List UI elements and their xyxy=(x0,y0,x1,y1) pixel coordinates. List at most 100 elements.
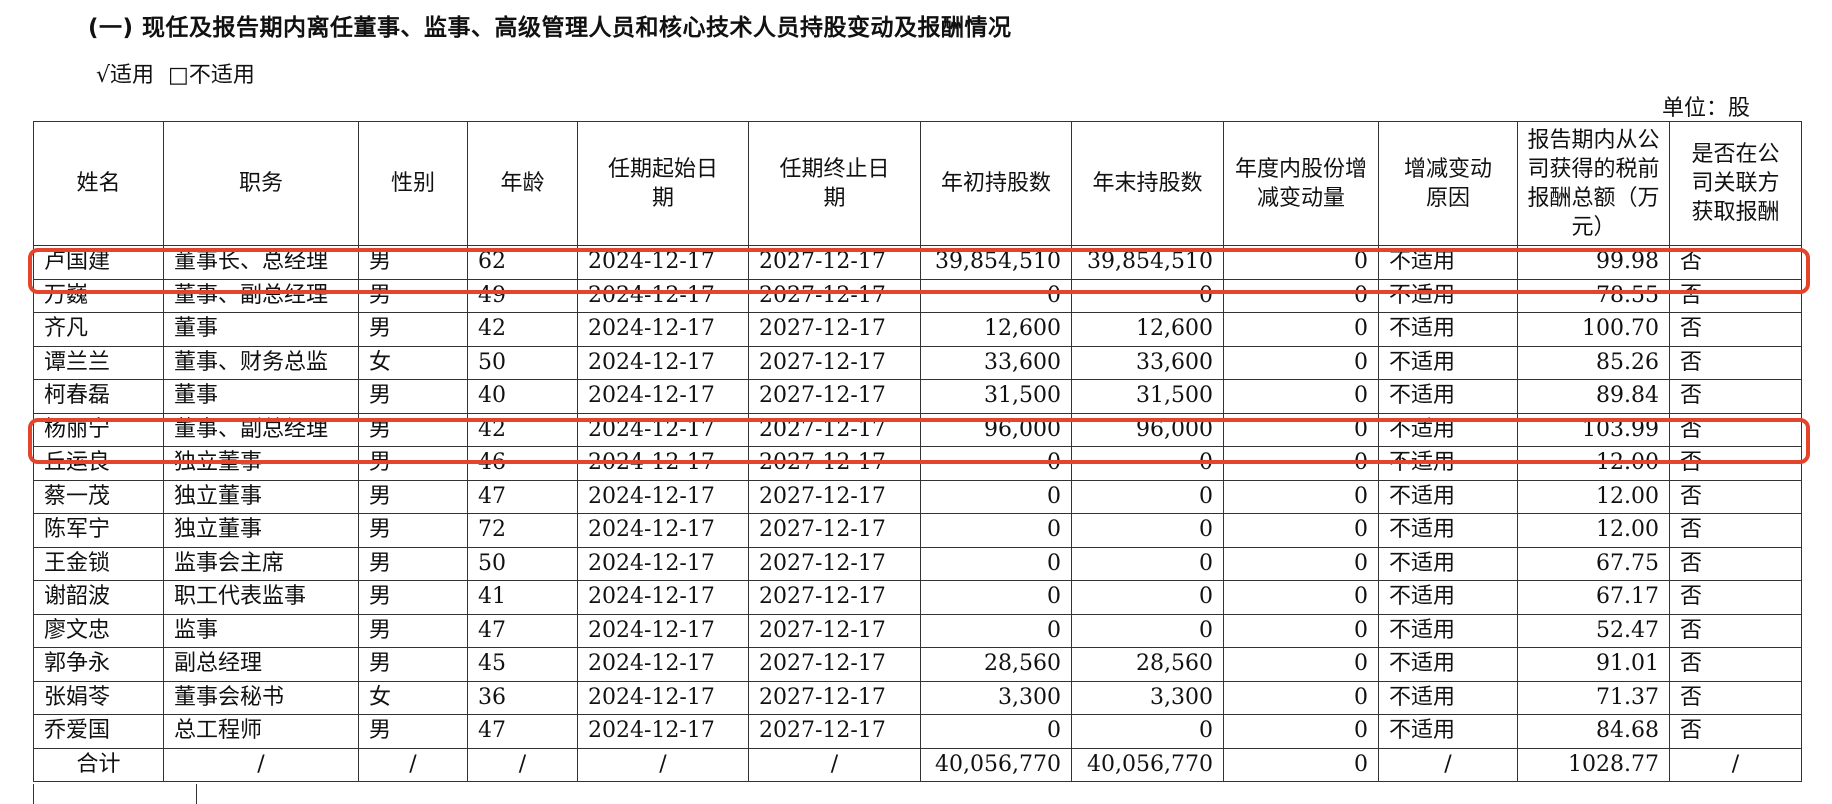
compensation-cell: 71.37 xyxy=(1517,680,1670,715)
end-date-cell: 2027-12-17 xyxy=(748,714,921,749)
header-cell: 年初持股数 xyxy=(920,121,1072,246)
compensation-cell: 78.55 xyxy=(1517,278,1670,313)
total-start-cell: / xyxy=(577,747,749,782)
compensation-cell: 52.47 xyxy=(1517,613,1670,648)
end-date-cell: 2027-12-17 xyxy=(748,580,921,615)
start-date-cell: 2024-12-17 xyxy=(577,714,749,749)
compensation-cell: 67.75 xyxy=(1517,546,1670,581)
compensation-cell: 85.26 xyxy=(1517,345,1670,380)
end-date-cell: 2027-12-17 xyxy=(748,680,921,715)
share-change-cell: 0 xyxy=(1223,513,1379,548)
role-cell: 独立董事 xyxy=(163,479,359,514)
header-cell: 任期终止日期 xyxy=(748,121,921,246)
name-cell: 陈军宁 xyxy=(33,513,164,548)
age-cell: 42 xyxy=(467,312,578,347)
total-beginning-shares-cell: 40,056,770 xyxy=(920,747,1072,782)
ending-shares-cell: 12,600 xyxy=(1071,312,1224,347)
table-row: 廖文忠 监事男 47 2024-12-17 2027-12-17 0 0 0 不适用 52.47 否 xyxy=(33,613,1802,648)
ending-shares-cell: 28,560 xyxy=(1071,647,1224,682)
compensation-cell: 67.17 xyxy=(1517,580,1670,615)
gender-cell: 男 xyxy=(358,647,468,682)
role-cell: 董事长、总经理 xyxy=(163,245,359,280)
role-cell: 监事 xyxy=(163,613,359,648)
related-party-cell: 否 xyxy=(1669,714,1802,749)
related-party-cell: 否 xyxy=(1669,446,1802,481)
related-party-cell: 否 xyxy=(1669,546,1802,581)
start-date-cell: 2024-12-17 xyxy=(577,513,749,548)
share-change-cell: 0 xyxy=(1223,546,1379,581)
end-date-cell: 2027-12-17 xyxy=(748,546,921,581)
beginning-shares-cell: 0 xyxy=(920,714,1072,749)
table-continuation-stub xyxy=(33,784,197,804)
ending-shares-cell: 31,500 xyxy=(1071,379,1224,414)
change-reason-cell: 不适用 xyxy=(1378,513,1518,548)
gender-cell: 男 xyxy=(358,379,468,414)
total-label-cell: 合计 xyxy=(33,747,164,782)
name-cell: 杨丽宁 xyxy=(33,412,164,447)
related-party-cell: 否 xyxy=(1669,613,1802,648)
table-row: 丘运良 独立董事男 46 2024-12-17 2027-12-17 0 0 0 不适用 12.0… xyxy=(33,446,1802,481)
ending-shares-cell: 96,000 xyxy=(1071,412,1224,447)
total-compensation-cell: 1028.77 xyxy=(1517,747,1670,782)
compensation-cell: 99.98 xyxy=(1517,245,1670,280)
age-cell: 50 xyxy=(467,546,578,581)
role-cell: 职工代表监事 xyxy=(163,580,359,615)
compensation-cell: 12.00 xyxy=(1517,513,1670,548)
total-related-cell: / xyxy=(1669,747,1802,782)
section-heading: (一) 现任及报告期内离任董事、监事、高级管理人员和核心技术人员持股变动及报酬情… xyxy=(88,15,1012,41)
table-row: 杨丽宁 董事、副总经理男 42 2024-12-17 2027-12-17 96,000 9… xyxy=(33,412,1802,447)
total-age-cell: / xyxy=(467,747,578,782)
name-cell: 柯春磊 xyxy=(33,379,164,414)
start-date-cell: 2024-12-17 xyxy=(577,412,749,447)
table-row: 谢韶波 职工代表监事男 41 2024-12-17 2027-12-17 0 0 0 不适用 67… xyxy=(33,580,1802,615)
age-cell: 47 xyxy=(467,613,578,648)
age-cell: 47 xyxy=(467,479,578,514)
start-date-cell: 2024-12-17 xyxy=(577,379,749,414)
start-date-cell: 2024-12-17 xyxy=(577,245,749,280)
ending-shares-cell: 33,600 xyxy=(1071,345,1224,380)
beginning-shares-cell: 0 xyxy=(920,546,1072,581)
table-row: 谭兰兰 董事、财务总监女 50 2024-12-17 2027-12-17 33,600 3… xyxy=(33,345,1802,380)
gender-cell: 男 xyxy=(358,580,468,615)
name-cell: 乔爱国 xyxy=(33,714,164,749)
beginning-shares-cell: 0 xyxy=(920,446,1072,481)
change-reason-cell: 不适用 xyxy=(1378,580,1518,615)
change-reason-cell: 不适用 xyxy=(1378,647,1518,682)
start-date-cell: 2024-12-17 xyxy=(577,613,749,648)
table-row: 柯春磊 董事男 40 2024-12-17 2027-12-17 31,500 31,500… xyxy=(33,379,1802,414)
end-date-cell: 2027-12-17 xyxy=(748,412,921,447)
beginning-shares-cell: 12,600 xyxy=(920,312,1072,347)
total-gender-cell: / xyxy=(358,747,468,782)
name-cell: 郭争永 xyxy=(33,647,164,682)
share-change-cell: 0 xyxy=(1223,680,1379,715)
change-reason-cell: 不适用 xyxy=(1378,446,1518,481)
share-change-cell: 0 xyxy=(1223,479,1379,514)
table-row: 王金锁 监事会主席男 50 2024-12-17 2027-12-17 0 0 0 不适用 67.… xyxy=(33,546,1802,581)
role-cell: 董事、财务总监 xyxy=(163,345,359,380)
end-date-cell: 2027-12-17 xyxy=(748,345,921,380)
related-party-cell: 否 xyxy=(1669,379,1802,414)
related-party-cell: 否 xyxy=(1669,513,1802,548)
start-date-cell: 2024-12-17 xyxy=(577,680,749,715)
compensation-cell: 12.00 xyxy=(1517,446,1670,481)
age-cell: 47 xyxy=(467,714,578,749)
share-change-cell: 0 xyxy=(1223,714,1379,749)
share-change-cell: 0 xyxy=(1223,647,1379,682)
end-date-cell: 2027-12-17 xyxy=(748,278,921,313)
share-change-cell: 0 xyxy=(1223,245,1379,280)
role-cell: 总工程师 xyxy=(163,714,359,749)
age-cell: 72 xyxy=(467,513,578,548)
beginning-shares-cell: 31,500 xyxy=(920,379,1072,414)
start-date-cell: 2024-12-17 xyxy=(577,446,749,481)
share-change-cell: 0 xyxy=(1223,580,1379,615)
age-cell: 49 xyxy=(467,278,578,313)
ending-shares-cell: 0 xyxy=(1071,714,1224,749)
not-applicable-label: 不适用 xyxy=(188,63,255,88)
share-change-cell: 0 xyxy=(1223,379,1379,414)
table-row: 万巍 董事、副总经理男 49 2024-12-17 2027-12-17 0 0 0 不适用 78… xyxy=(33,278,1802,313)
related-party-cell: 否 xyxy=(1669,312,1802,347)
applicability-options: √适用 □不适用 xyxy=(96,57,255,89)
compensation-cell: 100.70 xyxy=(1517,312,1670,347)
header-cell: 年末持股数 xyxy=(1071,121,1224,246)
age-cell: 50 xyxy=(467,345,578,380)
